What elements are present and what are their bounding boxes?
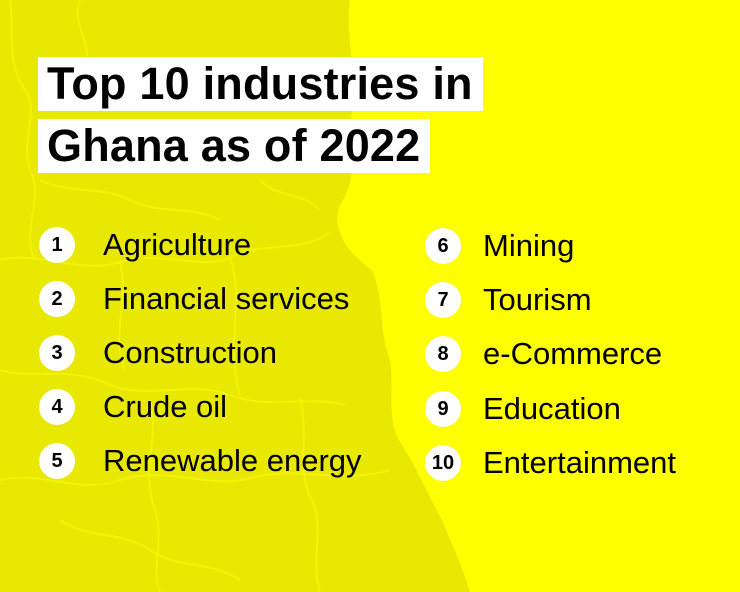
rank-badge: 3 (39, 335, 75, 371)
title-line-1: Top 10 industries in (38, 57, 483, 111)
rank-badge: 1 (39, 227, 75, 263)
industry-item: 8 e-Commerce (425, 334, 662, 374)
industry-item: 2 Financial services (39, 279, 349, 319)
rank-badge: 5 (39, 443, 75, 479)
industry-item: 9 Education (425, 389, 621, 429)
industry-label: Education (483, 391, 621, 426)
rank-badge: 8 (425, 336, 461, 372)
industry-label: Entertainment (483, 445, 676, 480)
rank-badge: 9 (425, 391, 461, 427)
industry-label: Renewable energy (103, 443, 362, 478)
industry-label: Agriculture (103, 227, 252, 262)
map-borders (0, 0, 391, 592)
industry-item: 7 Tourism (425, 280, 592, 320)
industry-item: 10 Entertainment (425, 443, 676, 483)
industry-item: 3 Construction (39, 333, 277, 373)
industry-item: 5 Renewable energy (39, 441, 362, 481)
industry-label: Crude oil (103, 389, 228, 424)
rank-badge: 7 (425, 282, 461, 318)
industry-label: Mining (483, 228, 575, 263)
title-line-2: Ghana as of 2022 (38, 119, 431, 173)
rank-badge: 2 (39, 281, 75, 317)
industry-label: Construction (103, 335, 278, 370)
rank-badge: 6 (425, 228, 461, 264)
industry-label: Financial services (103, 281, 350, 316)
industry-item: 6 Mining (425, 226, 574, 266)
rank-badge: 4 (39, 389, 75, 425)
industry-item: 1 Agriculture (39, 225, 251, 265)
rank-badge: 10 (425, 445, 461, 481)
industry-label: Tourism (483, 282, 592, 317)
industry-label: e-Commerce (483, 336, 663, 371)
industry-item: 4 Crude oil (39, 387, 227, 427)
